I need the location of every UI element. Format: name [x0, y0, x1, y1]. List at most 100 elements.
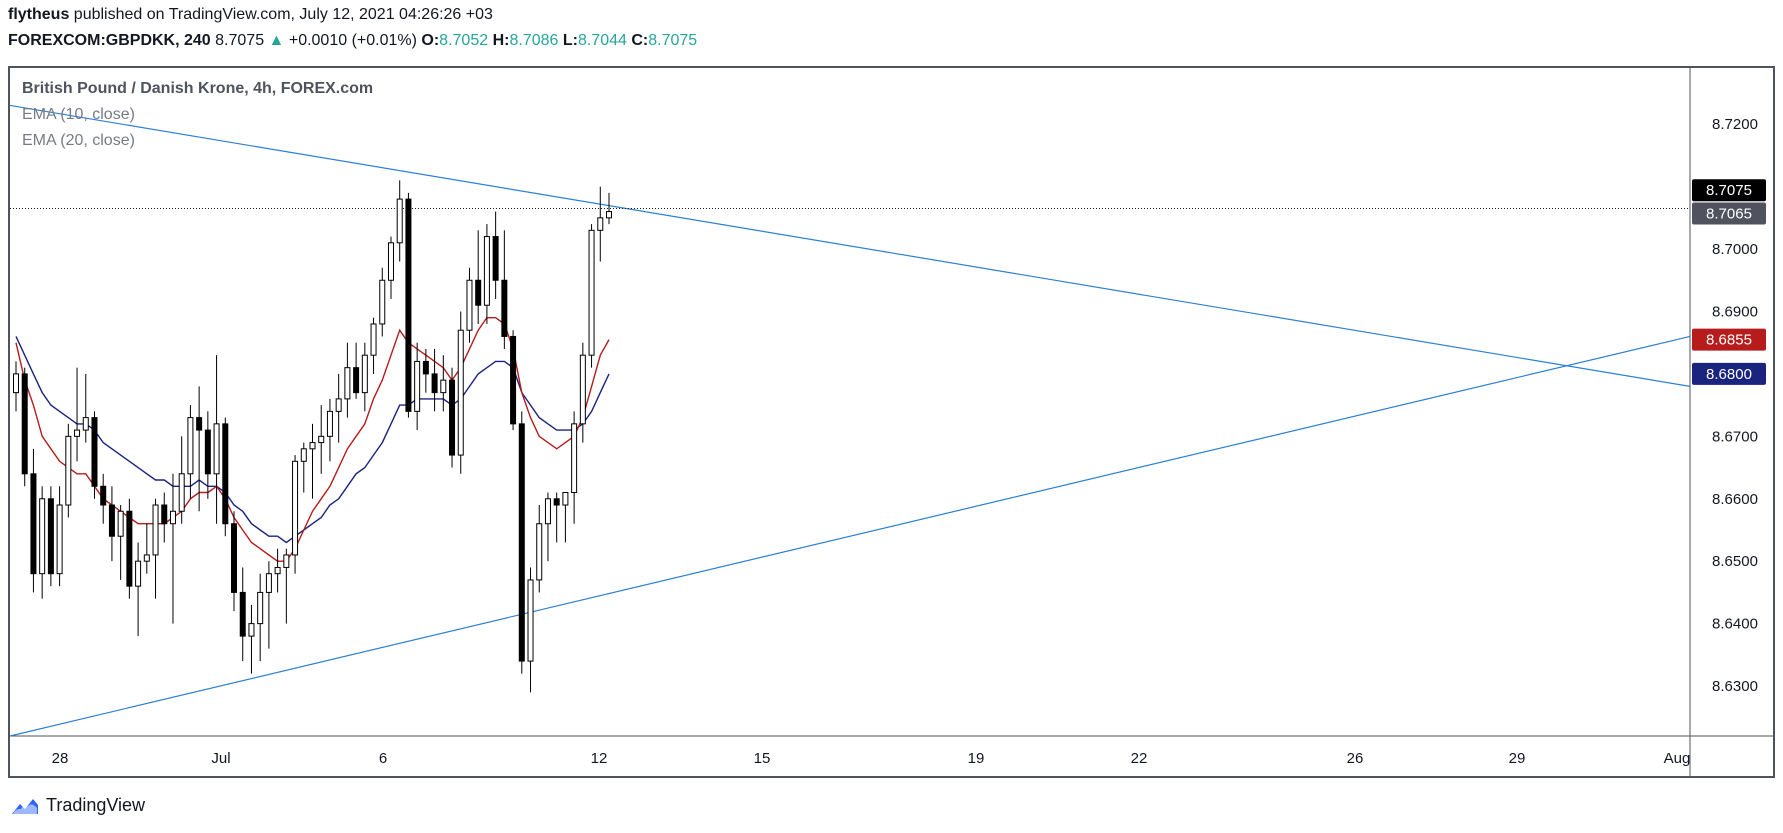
up-arrow-icon: ▲ [268, 32, 285, 49]
candle-body [300, 448, 307, 462]
candle-body [265, 573, 272, 593]
candle-body [457, 329, 464, 456]
open-value: 8.7052 [439, 32, 489, 49]
candle-body [318, 435, 325, 444]
candle-body [56, 504, 63, 575]
price-tag-label-prev: 8.7065 [1706, 205, 1752, 222]
candle-body [292, 460, 299, 556]
candle-body [152, 504, 159, 556]
candle-body [571, 423, 578, 494]
candle-body [30, 473, 37, 575]
candle-body [178, 473, 185, 512]
candle-body [396, 198, 403, 244]
symbol-label: FOREXCOM:GBPDKK, 240 [8, 32, 211, 49]
x-tick-label: 19 [968, 750, 985, 767]
candle-body [562, 492, 569, 506]
x-tick-label: 22 [1131, 750, 1148, 767]
price-tag-prev [1692, 202, 1766, 225]
open-label: O: [421, 32, 440, 49]
close-label: C: [631, 32, 649, 49]
candle-body [361, 354, 368, 394]
candle-body [108, 504, 115, 537]
chart-frame[interactable] [8, 66, 1775, 778]
price-tag-label-ema10: 8.6855 [1706, 332, 1752, 349]
y-tick-label: 8.6700 [1712, 428, 1758, 445]
candle-body [196, 417, 203, 431]
candle-body [466, 279, 473, 331]
candle-body [597, 217, 604, 231]
candle-body [370, 323, 377, 356]
price-change: +0.0010 (+0.01%) [288, 32, 417, 49]
candle-body [440, 379, 447, 394]
footer-brand[interactable]: TradingView [10, 795, 145, 816]
legend-ema10[interactable]: EMA (10, close) [22, 106, 135, 123]
candle-body [536, 523, 543, 581]
candle-body [387, 242, 394, 281]
y-tick-label: 8.7000 [1712, 241, 1758, 258]
candle-body [405, 198, 412, 412]
candle-body [553, 498, 560, 506]
candle-body [74, 429, 81, 437]
candle-body [518, 423, 525, 662]
candle-body [82, 417, 89, 431]
x-tick-label: 15 [754, 750, 771, 767]
author-name[interactable]: flytheus [8, 6, 70, 23]
candle-body [169, 510, 176, 525]
candle-body [239, 591, 246, 637]
price-tag-label-ema20: 8.6800 [1706, 366, 1752, 383]
footer-brand-label: TradingView [46, 795, 146, 815]
y-tick-label: 8.7200 [1712, 116, 1758, 133]
y-tick-label: 8.6600 [1712, 491, 1758, 508]
candle-body [283, 554, 290, 568]
candle-body [449, 379, 456, 456]
y-tick-label: 8.6400 [1712, 616, 1758, 633]
tradingview-logo-icon [12, 798, 38, 814]
candle-body [21, 373, 28, 475]
candle-body [204, 429, 211, 475]
candle-body [65, 435, 72, 506]
candle-body [326, 410, 333, 437]
candle-body [527, 579, 534, 662]
x-tick-label: 12 [591, 750, 608, 767]
candle-body [126, 510, 133, 587]
candle-body [422, 360, 429, 375]
publish-info: flytheus published on TradingView.com, J… [8, 6, 493, 24]
low-label: L: [562, 32, 578, 49]
price-tag-ema20 [1692, 362, 1766, 385]
candle-body [91, 417, 98, 487]
last-price: 8.7075 [215, 32, 265, 49]
x-tick-label: Aug [1664, 750, 1691, 767]
candle-body [161, 504, 168, 525]
legend-ema20[interactable]: EMA (20, close) [22, 132, 135, 149]
candle-body [213, 423, 220, 475]
trendline-lower [9, 335, 1691, 737]
close-value: 8.7075 [648, 32, 698, 49]
candle-body [13, 373, 19, 394]
candle-body [309, 442, 316, 450]
high-label: H: [492, 32, 510, 49]
trendline-upper [9, 104, 1691, 387]
legend-title: British Pound / Danish Krone, 4h, FOREX.… [22, 80, 374, 97]
candle-body [231, 523, 238, 593]
candle-body [135, 560, 142, 587]
candle-body [117, 510, 124, 537]
candle-body [606, 211, 612, 219]
candle-body [492, 236, 499, 281]
price-tag-ema10 [1692, 328, 1766, 351]
candle-body [222, 423, 229, 525]
candle-body [187, 417, 194, 475]
candle-body [274, 566, 281, 575]
x-tick-label: 6 [379, 750, 387, 767]
y-tick-label: 8.6300 [1712, 678, 1758, 695]
candle-body [414, 360, 421, 412]
low-value: 8.7044 [577, 32, 627, 49]
y-tick-label: 8.6900 [1712, 303, 1758, 320]
x-tick-label: Jul [211, 750, 230, 767]
candle-body [39, 498, 46, 575]
x-tick-label: 28 [52, 750, 69, 767]
candle-body [475, 279, 482, 306]
candle-body [510, 335, 517, 425]
y-tick-label: 8.6500 [1712, 553, 1758, 570]
candle-body [143, 554, 150, 562]
